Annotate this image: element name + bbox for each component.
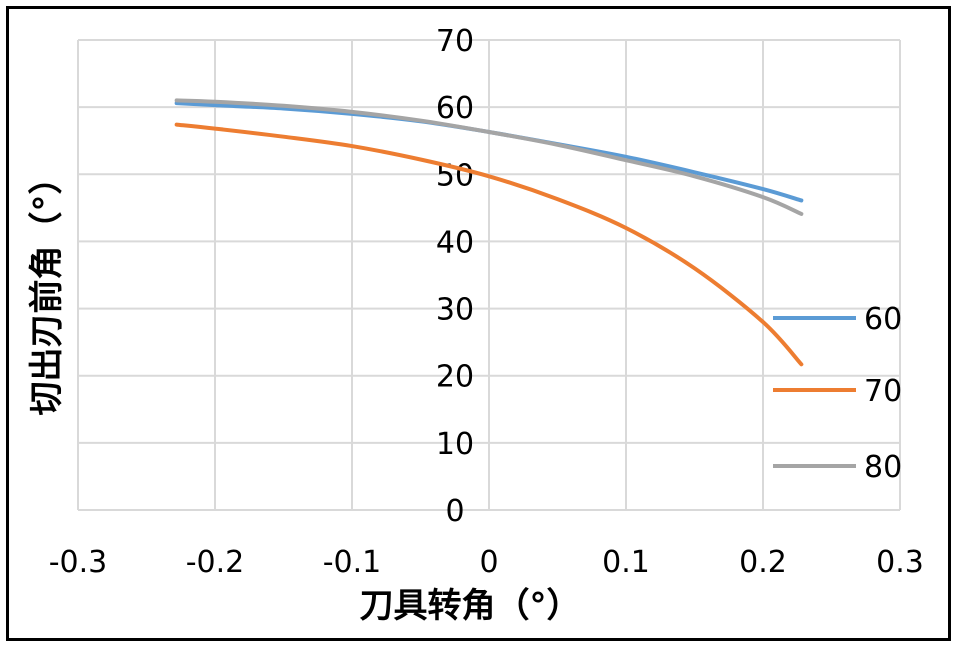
y-tick-label: 60 xyxy=(436,91,474,126)
y-tick-label: 30 xyxy=(436,293,474,328)
x-tick-label: 0.3 xyxy=(876,545,924,580)
legend-label-80: 80 xyxy=(864,450,902,485)
chart-frame xyxy=(6,6,951,641)
x-tick-label: -0.3 xyxy=(49,545,108,580)
legend: 60 70 80 xyxy=(773,302,902,485)
y-tick-label: 70 xyxy=(436,24,474,59)
series-line-80 xyxy=(174,98,804,216)
y-axis-title: 切出刃前角（°） xyxy=(27,161,67,416)
y-tick-label: 0 xyxy=(445,494,464,529)
grid xyxy=(77,39,901,511)
legend-label-70: 70 xyxy=(864,374,902,409)
x-tick-label: 0.2 xyxy=(739,545,787,580)
x-tick-label: 0 xyxy=(479,545,498,580)
series-lines xyxy=(174,98,804,367)
y-tick-label: 40 xyxy=(436,225,474,260)
x-tick-label: 0.1 xyxy=(602,545,650,580)
x-tick-label: -0.2 xyxy=(186,545,245,580)
series-line-70 xyxy=(174,122,804,367)
y-tick-label: 20 xyxy=(436,360,474,395)
legend-label-60: 60 xyxy=(864,302,902,337)
y-tick-label: 10 xyxy=(436,427,474,462)
x-tick-label: -0.1 xyxy=(323,545,382,580)
x-axis-title: 刀具转角（°） xyxy=(360,586,581,626)
